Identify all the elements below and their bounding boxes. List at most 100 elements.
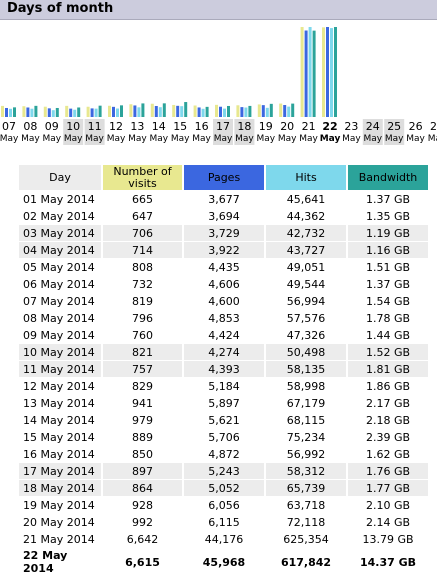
cell-day: 08 May 2014 (23, 311, 95, 325)
x-tick-month: May (278, 134, 297, 144)
cell-day: 16 May 2014 (23, 447, 95, 461)
cell-day: 13 May 2014 (23, 396, 95, 410)
cell-bandwidth: 2.39 GB (365, 430, 411, 444)
cell-pages: 5,243 (184, 463, 264, 479)
cell-day: 15 May 2014 (23, 430, 95, 444)
cell-hits: 43,727 (266, 242, 346, 258)
x-tick-day: 08 (23, 120, 37, 133)
cell-visits: 864 (103, 480, 182, 496)
cell-visits: 979 (132, 413, 153, 427)
bar-pages (176, 105, 180, 117)
bar-number-of-visits (172, 104, 176, 117)
bar-pages (26, 107, 30, 117)
weekend-label-bg (384, 119, 405, 145)
bar-number-of-visits (215, 104, 218, 117)
header-pages: Pages (184, 165, 264, 190)
weekend-label-bg (234, 119, 255, 145)
cell-hits: 45,641 (286, 192, 326, 206)
bar-number-of-visits (22, 106, 26, 117)
cell-bandwidth: 1.52 GB (348, 344, 428, 360)
cell-pages: 4,853 (208, 311, 240, 325)
cell-pages: 4,274 (184, 344, 264, 360)
cell-bandwidth: 13.79 GB (362, 532, 414, 546)
x-tick-day: 11 (88, 120, 102, 133)
cell-hits: 65,739 (266, 480, 346, 496)
bar-bandwidth (98, 105, 102, 117)
cell-pages: 5,184 (208, 379, 240, 393)
x-tick-day: 25 (387, 120, 401, 133)
cell-bandwidth: 1.86 GB (365, 379, 411, 393)
cell-hits: 625,354 (283, 532, 329, 546)
bar-pages (133, 105, 137, 117)
bar-number-of-visits (150, 103, 154, 117)
cell-visits: 992 (132, 515, 153, 529)
cell-visits: 732 (132, 277, 153, 291)
cell-pages: 4,600 (208, 294, 240, 308)
x-tick-month: May (320, 134, 341, 144)
cell-pages: 3,694 (208, 209, 240, 223)
cell-pages: 3,729 (184, 225, 264, 241)
cell-day: 19 May 2014 (23, 498, 95, 512)
cell-pages: 6,056 (208, 498, 240, 512)
x-tick-day: 19 (259, 120, 273, 133)
bar-hits (244, 107, 248, 117)
table-row: 03 May 2014 706 3,729 42,732 1.19 GB (19, 225, 428, 241)
bar-pages (326, 27, 329, 117)
cell-pages: 4,872 (208, 447, 240, 461)
x-tick-month: May (171, 134, 190, 144)
weekend-label-bg (362, 119, 383, 145)
cell-visits: 897 (103, 463, 182, 479)
bar-hits (201, 108, 205, 117)
bar-number-of-visits (236, 105, 240, 117)
x-tick-month: May (406, 134, 425, 144)
table-row: 16 May 2014 850 4,872 56,992 1.62 GB (19, 446, 428, 462)
header-visits: Number of visits (103, 165, 182, 190)
x-tick-day: 13 (130, 120, 144, 133)
x-tick-month: May (342, 134, 361, 144)
x-tick-month: May (428, 134, 437, 144)
bar-pages (283, 105, 287, 117)
cell-hits: 44,362 (286, 209, 326, 223)
cell-hits: 42,732 (266, 225, 346, 241)
cell-visits: 808 (132, 260, 153, 274)
bar-bandwidth (55, 107, 59, 117)
section-title: Days of month (7, 1, 114, 16)
table-row: 04 May 2014 714 3,922 43,727 1.16 GB (19, 242, 428, 258)
bar-hits (223, 108, 226, 117)
cell-bandwidth: 2.18 GB (365, 413, 411, 427)
cell-day: 04 May 2014 (19, 242, 101, 258)
x-tick-month: May (149, 134, 168, 144)
cell-hits: 57,576 (286, 311, 326, 325)
cell-day: 18 May 2014 (19, 480, 101, 496)
cell-pages: 45,968 (202, 555, 246, 569)
header-hits: Hits (266, 165, 346, 190)
header-bandwidth: Bandwidth (348, 165, 428, 190)
bar-pages (90, 108, 94, 117)
bar-bandwidth (312, 30, 316, 117)
cell-bandwidth: 1.51 GB (365, 260, 411, 274)
x-tick-month: May (64, 134, 83, 144)
bar-hits (73, 109, 77, 117)
cell-hits: 72,118 (286, 515, 326, 529)
cell-visits: 6,642 (126, 532, 159, 546)
table-row: 14 May 2014 979 5,621 68,115 2.18 GB (19, 412, 428, 428)
bar-pages (197, 107, 201, 117)
bar-bandwidth (162, 103, 166, 117)
cell-bandwidth: 1.54 GB (365, 294, 411, 308)
cell-visits: 829 (132, 379, 153, 393)
cell-pages: 6,115 (208, 515, 240, 529)
cell-visits: 819 (132, 294, 153, 308)
cell-day: 20 May 2014 (23, 515, 95, 529)
x-tick-month: May (214, 134, 233, 144)
cell-pages: 5,706 (208, 430, 240, 444)
x-tick-day: 14 (152, 120, 166, 133)
x-tick-day: 24 (366, 120, 380, 133)
days-of-month-table: Day Number of visits Pages Hits Bandwidt… (17, 164, 430, 577)
bar-bandwidth (77, 107, 81, 117)
cell-day: 02 May 2014 (23, 209, 95, 223)
bar-number-of-visits (257, 104, 261, 117)
bar-bandwidth (120, 105, 123, 117)
x-tick-month: May (85, 134, 104, 144)
bar-hits (308, 27, 312, 117)
days-of-month-chart: 07May08May09May10May11May12May13May14May… (0, 27, 437, 145)
